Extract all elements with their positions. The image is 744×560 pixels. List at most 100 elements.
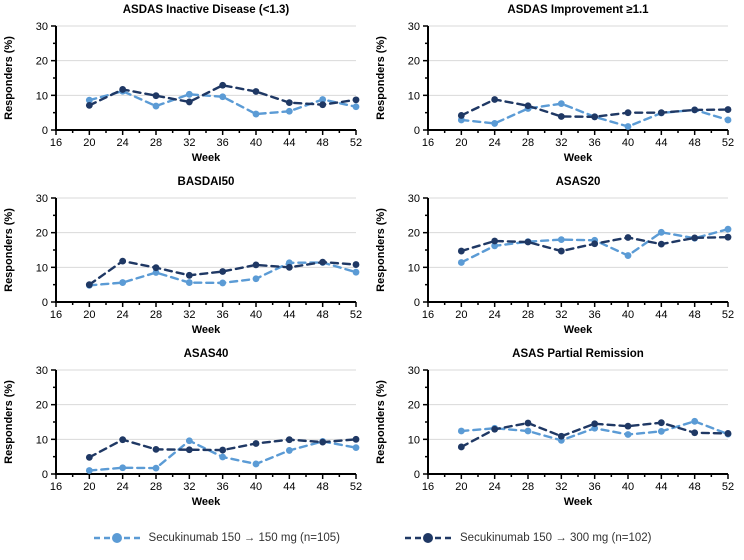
data-point-marker <box>624 234 632 241</box>
x-tick-label: 48 <box>317 137 329 149</box>
data-point-marker <box>185 279 193 286</box>
y-axis-label: Responders (%) <box>3 380 15 464</box>
x-tick-label: 24 <box>117 137 129 149</box>
data-point-marker <box>724 430 732 437</box>
data-point-marker <box>557 100 565 108</box>
y-tick-label: 0 <box>414 469 420 481</box>
x-tick-label: 32 <box>183 309 195 321</box>
data-point-marker <box>691 234 699 242</box>
x-tick-label: 32 <box>183 137 195 149</box>
data-point-marker <box>252 261 260 269</box>
chart-basdai50: BASDAI50 0 10 20 30 16 20 24 28 32 36 40 44 48 52 Week R… <box>0 172 372 344</box>
x-tick-label: 52 <box>350 309 362 321</box>
x-axis-label: Week <box>192 496 221 508</box>
y-tick-label: 30 <box>408 193 420 205</box>
data-point-marker <box>491 96 499 103</box>
data-point-marker <box>457 259 465 266</box>
data-point-marker <box>119 279 127 286</box>
charts-grid: ASDAS Inactive Disease (<1.3) 0 10 20 30 16 20… <box>0 0 734 508</box>
y-tick-label: 30 <box>36 193 48 205</box>
data-point-marker <box>624 109 632 117</box>
data-point-marker <box>591 113 599 121</box>
chart-canvas-asas40: ASAS40 0 10 20 30 16 20 24 28 32 36 40 44 48 52 Week Res… <box>3 348 362 508</box>
data-point-marker <box>185 90 193 98</box>
y-tick-label: 20 <box>408 56 420 68</box>
data-point-marker <box>219 453 227 461</box>
y-tick-label: 10 <box>408 434 420 446</box>
data-point-marker <box>352 103 360 111</box>
x-axis-label: Week <box>192 152 221 164</box>
x-tick-label: 24 <box>489 309 501 321</box>
data-point-marker <box>491 425 499 433</box>
data-point-marker <box>691 417 699 425</box>
data-point-marker <box>524 102 532 110</box>
data-point-marker <box>119 257 127 265</box>
x-tick-label: 44 <box>283 481 295 493</box>
data-point-marker <box>85 453 93 461</box>
x-tick-label: 28 <box>150 309 162 321</box>
data-point-marker <box>185 437 193 445</box>
data-point-marker <box>152 102 160 110</box>
x-tick-label: 48 <box>317 309 329 321</box>
data-point-marker <box>591 420 599 428</box>
data-point-marker <box>624 123 632 130</box>
data-point-marker <box>657 109 665 117</box>
y-tick-label: 20 <box>408 228 420 240</box>
x-tick-label: 44 <box>655 481 667 493</box>
data-point-marker <box>691 106 699 114</box>
data-point-marker <box>557 236 565 243</box>
y-tick-label: 10 <box>36 262 48 274</box>
data-point-marker <box>119 436 127 444</box>
data-point-marker <box>657 240 665 248</box>
data-point-marker <box>219 446 227 454</box>
data-point-marker <box>524 238 532 246</box>
y-tick-label: 20 <box>36 56 48 68</box>
data-point-marker <box>457 443 465 451</box>
data-point-marker <box>252 88 260 95</box>
y-tick-label: 0 <box>414 125 420 137</box>
x-tick-label: 40 <box>622 137 634 149</box>
data-point-marker <box>591 240 599 248</box>
x-tick-label: 32 <box>555 309 567 321</box>
data-point-marker <box>491 242 499 250</box>
data-point-marker <box>724 233 732 241</box>
data-point-marker <box>352 268 360 276</box>
data-point-marker <box>352 435 360 443</box>
data-point-marker <box>557 247 565 255</box>
x-tick-label: 44 <box>283 309 295 321</box>
data-point-marker <box>691 429 699 437</box>
chart-asdas-inactive-disease: ASDAS Inactive Disease (<1.3) 0 10 20 30 16 20… <box>0 0 372 172</box>
series-line <box>88 259 358 286</box>
y-tick-label: 30 <box>408 365 420 377</box>
x-tick-label: 48 <box>689 137 701 149</box>
data-point-marker <box>491 120 499 127</box>
data-point-marker <box>285 263 293 271</box>
data-point-marker <box>457 247 465 255</box>
x-tick-label: 52 <box>350 137 362 149</box>
data-point-marker <box>319 96 327 103</box>
data-point-marker <box>252 275 260 283</box>
y-tick-label: 20 <box>36 400 48 412</box>
x-tick-label: 28 <box>150 481 162 493</box>
data-point-marker <box>319 438 327 446</box>
data-point-marker <box>352 444 360 452</box>
legend-marker-icon-150-150 <box>93 533 141 543</box>
x-axis-label: Week <box>564 324 593 336</box>
x-tick-label: 52 <box>722 481 734 493</box>
x-tick-label: 28 <box>522 481 534 493</box>
x-tick-label: 28 <box>522 309 534 321</box>
x-tick-label: 32 <box>555 137 567 149</box>
x-tick-label: 44 <box>655 309 667 321</box>
data-point-marker <box>219 279 227 287</box>
x-tick-label: 44 <box>655 137 667 149</box>
y-tick-label: 30 <box>408 21 420 33</box>
x-tick-label: 36 <box>217 309 229 321</box>
chart-title: BASDAI50 <box>178 176 235 188</box>
y-axis-label: Responders (%) <box>3 36 15 120</box>
data-point-marker <box>457 112 465 119</box>
x-tick-label: 40 <box>250 309 262 321</box>
data-point-marker <box>252 110 260 118</box>
y-tick-label: 20 <box>408 400 420 412</box>
data-point-marker <box>624 422 632 430</box>
